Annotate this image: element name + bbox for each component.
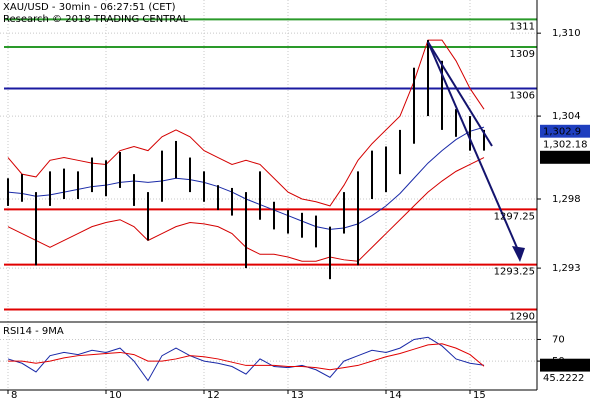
y-tick-label: 1,298 (552, 194, 581, 205)
series-line (8, 343, 485, 371)
value-box-label: 45.2222 (543, 373, 584, 384)
value-box (540, 358, 590, 372)
value-box (540, 150, 590, 164)
value-box (540, 124, 590, 138)
plot-layer (4, 18, 537, 382)
x-tick-label: 8 (11, 390, 17, 400)
trend-line (427, 41, 493, 147)
value-box-label: 46.2042 (543, 360, 584, 371)
x-tick-label: 14 (389, 390, 402, 400)
y-tick-label: 1,293 (552, 263, 581, 274)
y-tick-label: 1,304 (552, 111, 581, 122)
chart-title: XAU/USD - 30min - 06:27:51 (CET) (3, 2, 176, 13)
x-tick-label: 15 (473, 390, 486, 400)
trend-arrow (427, 41, 525, 262)
x-tick-label: 10 (109, 390, 122, 400)
value-box (540, 137, 590, 151)
series-line (7, 39, 485, 207)
rsi-title: RSI14 - 9MA (3, 326, 64, 337)
y-tick-label: 1,310 (552, 28, 581, 39)
value-box-label: 1,302.18 (543, 139, 588, 150)
level-label: 1293.25 (494, 267, 535, 278)
trend-line (427, 41, 519, 251)
level-label: 1297.25 (494, 211, 535, 222)
level-label: 1306 (510, 90, 535, 101)
chart-subtitle: Research © 2018 TRADING CENTRAL (3, 14, 189, 25)
series-line (7, 336, 485, 382)
level-label: 1311 (510, 21, 535, 32)
level-label: 1309 (510, 49, 535, 60)
x-tick-label: 12 (207, 390, 220, 400)
level-label: 1290 (510, 312, 535, 323)
arrow-head (512, 246, 525, 262)
x-tick-label: 13 (291, 390, 304, 400)
value-box-label: 1,302.9 (543, 126, 581, 137)
value-box-label: 1,301.78 (543, 152, 588, 163)
y-tick-label: 70 (552, 334, 565, 345)
label-layer: 810121314151,2931,2981,3041,310507013111… (7, 21, 590, 400)
value-box (540, 371, 590, 385)
grid-layer (0, 0, 537, 390)
